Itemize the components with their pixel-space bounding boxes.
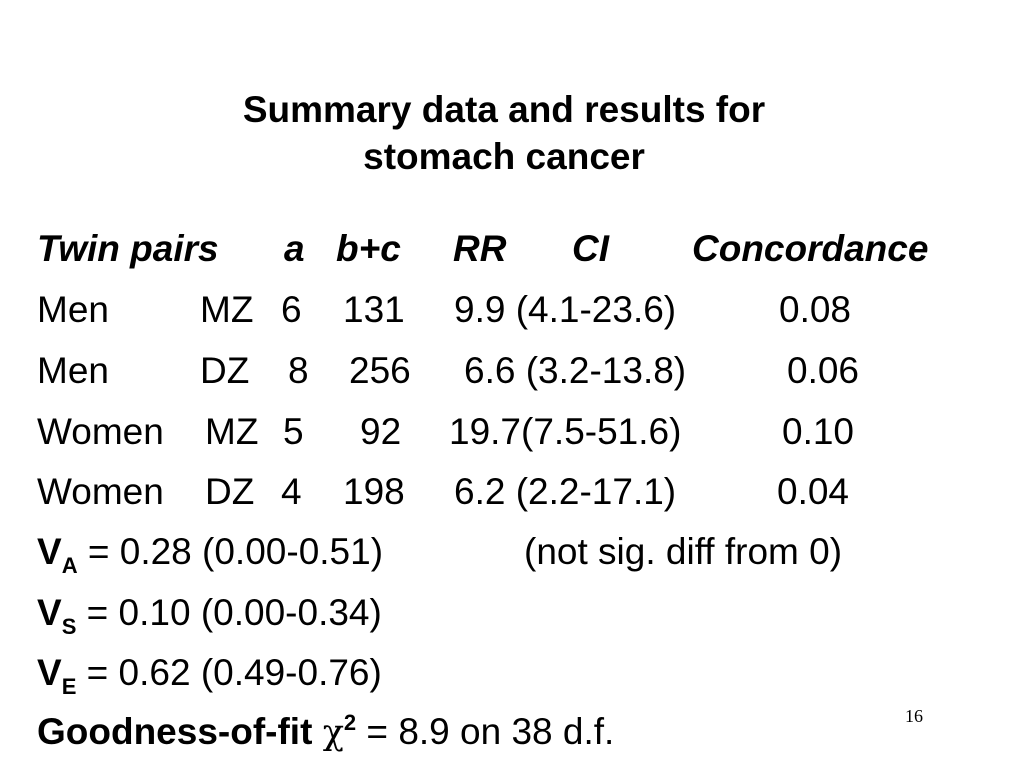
cell-zygosity: MZ bbox=[200, 289, 254, 330]
cell-b-plus-c: 131 bbox=[343, 289, 405, 330]
estimate-value: = 0.62 (0.49-0.76) bbox=[76, 652, 382, 693]
cell-rr-ci: 9.9 (4.1-23.6) bbox=[454, 289, 677, 330]
estimate-ve-expression: VE = 0.62 (0.49-0.76) bbox=[37, 648, 382, 698]
estimate-vs-expression: VS = 0.10 (0.00-0.34) bbox=[37, 588, 382, 638]
estimate-va-expression: VA = 0.28 (0.00-0.51) bbox=[37, 527, 383, 577]
estimate-subscript: E bbox=[61, 674, 77, 699]
estimate-note: (not sig. diff from 0) bbox=[524, 531, 843, 572]
cell-a: 5 bbox=[283, 411, 304, 452]
cell-zygosity: MZ bbox=[205, 411, 259, 452]
cell-group: Women bbox=[37, 471, 164, 512]
cell-group: Women bbox=[37, 411, 164, 452]
cell-rr-ci: 19.7(7.5-51.6) bbox=[449, 411, 682, 452]
cell-a: 6 bbox=[281, 289, 302, 330]
header-a: a bbox=[284, 228, 305, 269]
cell-b-plus-c: 198 bbox=[343, 471, 405, 512]
cell-group: Men bbox=[37, 289, 109, 330]
cell-concordance: 0.08 bbox=[779, 289, 852, 330]
header-rr: RR bbox=[453, 228, 507, 269]
header-twin-pairs: Twin pairs bbox=[37, 228, 219, 269]
title-line-2: stomach cancer bbox=[363, 136, 645, 177]
cell-rr-ci: 6.2 (2.2-17.1) bbox=[454, 471, 677, 512]
estimate-symbol: V bbox=[37, 531, 62, 572]
cell-a: 4 bbox=[281, 471, 302, 512]
cell-b-plus-c: 92 bbox=[360, 411, 402, 452]
header-b-plus-c: b+c bbox=[336, 228, 401, 269]
cell-group: Men bbox=[37, 350, 109, 391]
header-concordance: Concordance bbox=[692, 228, 929, 269]
chi-symbol: χ bbox=[322, 713, 344, 753]
cell-zygosity: DZ bbox=[205, 471, 255, 512]
cell-concordance: 0.04 bbox=[777, 471, 850, 512]
page-number: 16 bbox=[905, 706, 923, 726]
slide-title: Summary data and results for stomach can… bbox=[0, 86, 1008, 180]
cell-b-plus-c: 256 bbox=[349, 350, 411, 391]
cell-zygosity: DZ bbox=[200, 350, 250, 391]
cell-a: 8 bbox=[288, 350, 309, 391]
cell-concordance: 0.06 bbox=[787, 350, 860, 391]
goodness-of-fit-expression: Goodness-of-fit χ2 = 8.9 on 38 d.f. bbox=[37, 707, 614, 758]
estimate-subscript: A bbox=[61, 553, 78, 578]
header-ci: CI bbox=[572, 228, 609, 269]
goodness-label: Goodness-of-fit bbox=[37, 711, 323, 752]
estimate-value: = 0.28 (0.00-0.51) bbox=[77, 531, 384, 572]
estimate-subscript: S bbox=[61, 614, 77, 639]
goodness-value: = 8.9 on 38 d.f. bbox=[356, 711, 615, 752]
goodness-superscript: 2 bbox=[343, 710, 357, 735]
estimate-value: = 0.10 (0.00-0.34) bbox=[76, 592, 382, 633]
cell-rr-ci: 6.6 (3.2-13.8) bbox=[464, 350, 687, 391]
cell-concordance: 0.10 bbox=[782, 411, 855, 452]
title-line-1: Summary data and results for bbox=[242, 89, 766, 130]
estimate-symbol: V bbox=[37, 652, 62, 693]
estimate-symbol: V bbox=[37, 592, 62, 633]
